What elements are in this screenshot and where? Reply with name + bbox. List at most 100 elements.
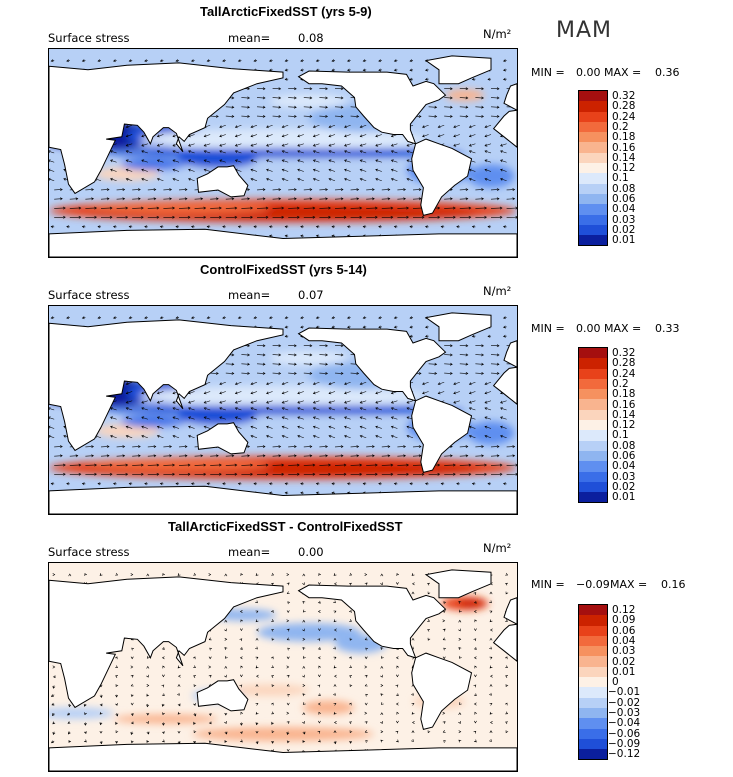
stress-vector-head (188, 416, 191, 420)
stress-vector-head (193, 684, 197, 687)
stress-vector-head (395, 656, 399, 660)
stress-vector-head (296, 463, 300, 467)
stress-vector-head (395, 739, 399, 743)
stress-vector-head (97, 482, 101, 486)
stress-vector (397, 198, 406, 200)
stress-vector-head (203, 391, 207, 395)
stress-vector-head (140, 215, 144, 219)
stress-vector (375, 143, 382, 147)
colorbar-swatch (579, 481, 607, 493)
stress-vector-head (215, 454, 219, 458)
stress-contour-region (101, 405, 465, 415)
stress-vector (282, 416, 289, 420)
stress-vector (288, 106, 297, 108)
stress-vector (297, 391, 304, 394)
stress-vector-head (172, 472, 175, 476)
panel-3-mean-label: mean= (228, 545, 271, 559)
stress-vector (344, 143, 351, 147)
stress-vector-head (278, 445, 282, 449)
stress-vector-head (184, 445, 188, 449)
stress-vector-head (471, 225, 475, 229)
stress-vector-head (250, 425, 254, 429)
stress-vector-head (172, 434, 176, 438)
stress-vector-head (146, 684, 150, 687)
stress-vector-head (284, 491, 288, 495)
stress-vector (297, 407, 304, 411)
stress-vector (406, 426, 414, 429)
stress-vector (250, 143, 258, 147)
stress-vector-head (247, 445, 250, 449)
stress-vector-head (302, 628, 305, 632)
stress-vector-head (442, 619, 446, 623)
continent-australia (196, 422, 249, 455)
stress-vector-head (364, 674, 368, 678)
stress-vector-head (418, 188, 422, 192)
stress-vector-head (144, 59, 148, 63)
stress-vector-head (125, 400, 129, 404)
stress-vector (116, 189, 125, 191)
stress-vector-head (395, 720, 399, 724)
stress-vector (110, 435, 117, 439)
season-label: MAM (556, 18, 613, 43)
stress-vector-head (297, 150, 301, 153)
stress-vector-head (418, 197, 422, 201)
stress-vector (313, 435, 320, 439)
stress-vector-head (200, 197, 204, 201)
stress-vector-head (239, 628, 243, 632)
stress-vector-head (91, 197, 94, 201)
stress-vector (469, 407, 476, 411)
stress-vector (132, 455, 141, 457)
stress-vector (428, 106, 437, 108)
stress-vector (484, 143, 492, 147)
stress-vector (250, 407, 258, 411)
stress-vector-head (347, 325, 350, 329)
stress-vector-head (499, 206, 503, 210)
stress-vector (319, 87, 328, 90)
stress-vector (219, 134, 226, 137)
stress-vector (256, 363, 266, 365)
stress-vector-head (130, 713, 134, 717)
stress-vector (303, 87, 312, 90)
stress-vector (453, 134, 460, 137)
stress-vector (69, 473, 81, 476)
stress-vector (297, 169, 304, 172)
stress-vector (241, 106, 250, 108)
stress-vector-head (172, 400, 176, 404)
stress-vector (282, 143, 289, 147)
stress-vector-head (496, 362, 500, 366)
stress-vector (297, 150, 304, 154)
stress-vector-head (146, 655, 150, 659)
stress-vector-head (247, 87, 250, 91)
stress-vector-head (312, 143, 316, 147)
continent-greenland (424, 312, 492, 342)
stress-vector-head (188, 434, 191, 438)
stress-vector-head (83, 723, 87, 726)
stress-vector (366, 216, 378, 219)
stress-vector-head (191, 59, 194, 63)
stress-vector-head (362, 482, 366, 486)
stress-vector-head (52, 675, 56, 679)
stress-vector (360, 407, 367, 411)
stress-vector-head (300, 316, 304, 320)
stress-vector (391, 435, 398, 439)
stress-vector-head (297, 159, 301, 163)
stress-vector-head (175, 316, 179, 320)
stress-vector-head (449, 197, 453, 201)
stress-vector-head (344, 168, 347, 172)
stress-vector-head (442, 656, 446, 660)
stress-vector-head (317, 600, 321, 604)
stress-vector (490, 97, 500, 99)
stress-vector (219, 400, 226, 404)
stress-vector (406, 178, 414, 182)
stress-vector-head (437, 382, 441, 386)
stress-vector-head (284, 225, 288, 229)
stress-vector (334, 216, 347, 219)
stress-vector-head (281, 434, 285, 438)
stress-vector (272, 464, 284, 466)
stress-vector-head (317, 638, 321, 642)
stress-vector (475, 372, 484, 374)
stress-vector-head (468, 391, 472, 395)
stress-vector-head (390, 425, 394, 429)
stress-vector-head (75, 454, 79, 458)
stress-vector-head (91, 445, 94, 449)
